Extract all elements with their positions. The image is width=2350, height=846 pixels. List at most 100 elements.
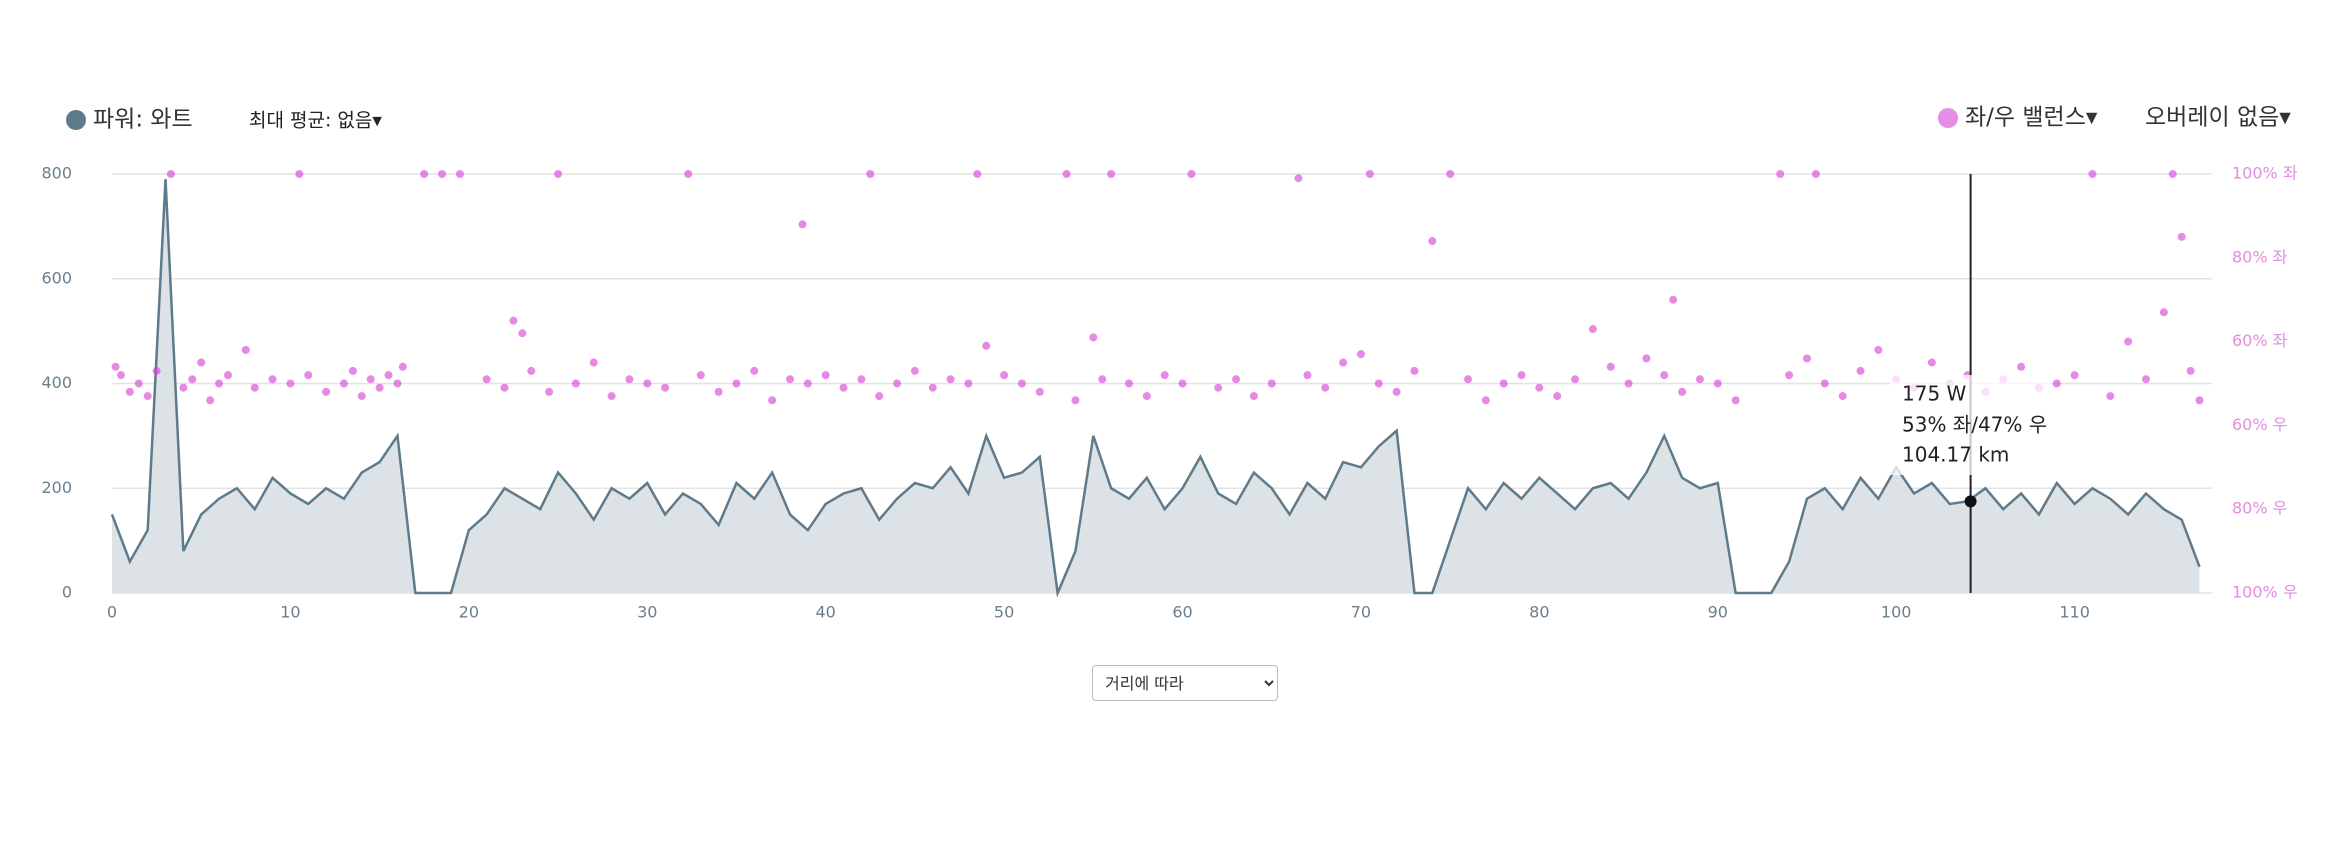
balance-point (1669, 295, 1678, 304)
balance-point (2088, 170, 2097, 178)
y2-tick-label: 60% 좌 (2232, 331, 2288, 350)
balance-point (1017, 379, 1026, 388)
balance-point (2186, 366, 2195, 375)
balance-point (732, 379, 741, 388)
balance-point (1856, 366, 1865, 375)
tooltip-distance: 104.17 km (1902, 443, 2009, 467)
balance-point (188, 375, 197, 384)
balance-point (1339, 358, 1348, 367)
balance-point (2052, 379, 2061, 388)
balance-point (357, 392, 366, 401)
balance-point (455, 170, 464, 178)
balance-point (179, 383, 188, 392)
y2-tick-label: 100% 좌 (2232, 164, 2298, 183)
balance-point (1392, 387, 1401, 396)
balance-point (1820, 379, 1829, 388)
balance-point (166, 170, 175, 178)
balance-point (696, 371, 705, 380)
balance-point (661, 383, 670, 392)
balance-point (803, 379, 812, 388)
balance-point (589, 358, 598, 367)
tooltip-balance: 53% 좌/47% 우 (1902, 413, 2047, 437)
balance-point (1874, 345, 1883, 354)
balance-point (509, 316, 518, 325)
balance-point (928, 383, 937, 392)
balance-point (2195, 396, 2204, 405)
y2-tick-label: 80% 좌 (2232, 247, 2288, 266)
balance-point (1232, 375, 1241, 384)
x-tick-label: 0 (107, 603, 117, 622)
balance-point (2106, 392, 2115, 401)
balance-point (1517, 371, 1526, 380)
x-tick-label: 30 (637, 603, 657, 622)
balance-point (206, 396, 215, 405)
balance-point (1481, 396, 1490, 405)
overlay-menu[interactable]: 오버레이 없음▾ (2145, 105, 2291, 131)
balance-point (1785, 371, 1794, 380)
balance-point (1588, 325, 1597, 334)
tooltip-power: 175 W (1902, 382, 1967, 406)
balance-point (875, 392, 884, 401)
balance-point (286, 379, 295, 388)
balance-point (1035, 387, 1044, 396)
balance-point (607, 392, 616, 401)
balance-point (268, 375, 277, 384)
balance-point (1160, 371, 1169, 380)
balance-point (375, 383, 384, 392)
balance-point (625, 375, 634, 384)
balance-point (1124, 379, 1133, 388)
balance-point (1927, 358, 1936, 367)
max-avg-menu[interactable]: 최대 평균: 없음▾ (249, 110, 382, 132)
balance-point (500, 383, 509, 392)
cursor-dot (1964, 495, 1977, 508)
x-tick-label: 10 (280, 603, 300, 622)
balance-point (393, 379, 402, 388)
balance-point (1294, 174, 1303, 183)
balance-point (1356, 350, 1365, 359)
balance-point (893, 379, 902, 388)
balance-point (1642, 354, 1651, 363)
y-tick-label: 200 (41, 478, 72, 497)
power-line (110, 179, 2201, 598)
y-tick-label: 800 (41, 164, 72, 183)
balance-point (785, 375, 794, 384)
balance-point (134, 379, 143, 388)
balance-point (946, 375, 955, 384)
balance-point (973, 170, 982, 178)
balance-point (1678, 387, 1687, 396)
balance-point (1267, 379, 1276, 388)
balance-point (482, 375, 491, 384)
balance-point (1776, 170, 1785, 178)
legend-swatch (1938, 108, 1958, 128)
x-mode-select[interactable]: 거리에 따라 (1092, 665, 1278, 701)
balance-point (714, 387, 723, 396)
balance-point (2124, 337, 2133, 346)
balance-point (684, 170, 693, 178)
balance-point (348, 366, 357, 375)
balance-point (1098, 375, 1107, 384)
balance-point (125, 387, 134, 396)
balance-point (1802, 354, 1811, 363)
x-tick-label: 60 (1172, 603, 1192, 622)
balance-point (111, 362, 120, 371)
balance-point (1660, 371, 1669, 380)
balance-point (768, 396, 777, 405)
legend-balance[interactable]: 좌/우 밸런스▾ (1965, 105, 2098, 131)
balance-point (1606, 362, 1615, 371)
balance-point (750, 366, 759, 375)
balance-point (839, 383, 848, 392)
x-tick-label: 90 (1708, 603, 1728, 622)
legend-power[interactable]: 파워: 와트 (93, 107, 193, 133)
balance-point (1374, 379, 1383, 388)
x-tick-label: 50 (994, 603, 1014, 622)
balance-point (1107, 170, 1116, 178)
y-tick-label: 600 (41, 268, 72, 287)
y2-tick-label: 80% 우 (2232, 499, 2287, 518)
balance-point (1321, 383, 1330, 392)
balance-point (545, 387, 554, 396)
balance-point (1000, 371, 1009, 380)
x-tick-label: 110 (2059, 603, 2090, 622)
balance-point (527, 366, 536, 375)
balance-point (304, 371, 313, 380)
